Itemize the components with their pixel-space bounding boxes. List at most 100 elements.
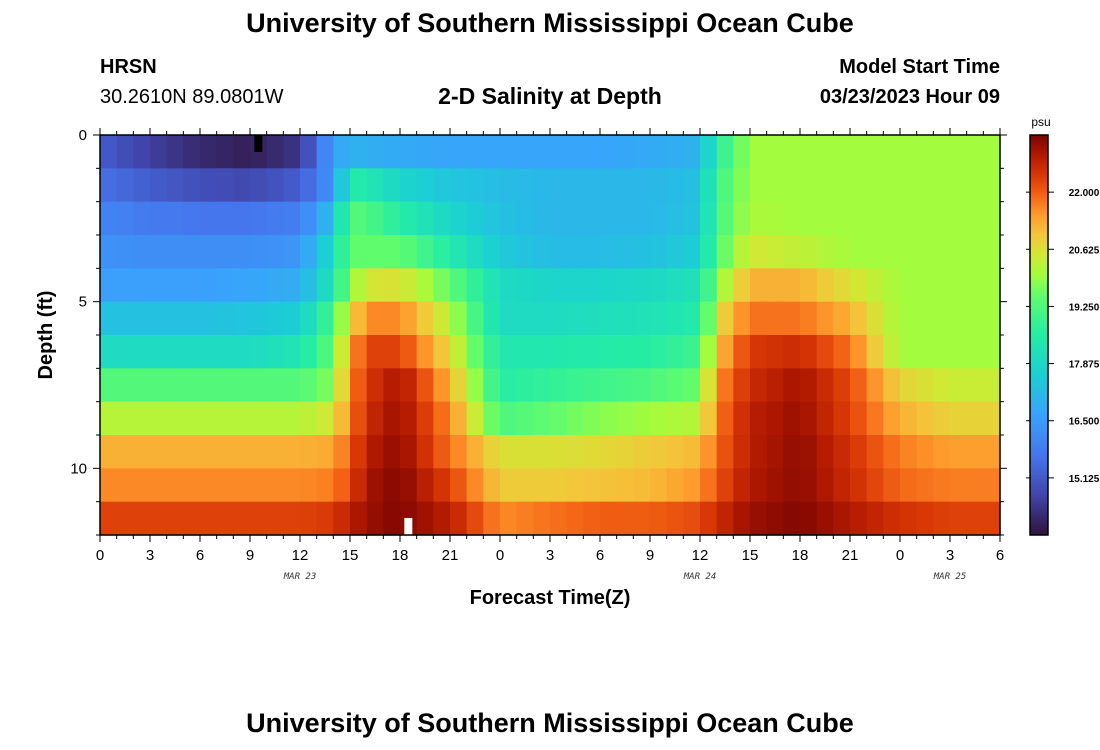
heatmap-cell <box>550 168 568 203</box>
x-tick-label: 15 <box>342 547 359 564</box>
heatmap-cell <box>783 168 801 203</box>
heatmap-cell <box>950 401 968 436</box>
heatmap-cell <box>850 435 868 469</box>
heatmap-cell <box>116 268 134 303</box>
heatmap-cell <box>550 301 568 336</box>
heatmap-cell <box>633 201 651 236</box>
heatmap-cell <box>550 235 568 269</box>
heatmap-cell <box>183 501 201 536</box>
heatmap-cell <box>150 501 168 536</box>
heatmap-cell <box>200 135 218 169</box>
heatmap-cell <box>866 235 884 269</box>
heatmap-cell <box>866 335 884 369</box>
heatmap-cell <box>650 301 668 336</box>
heatmap-cell <box>583 268 601 303</box>
heatmap-cell <box>466 268 484 303</box>
heatmap-cell <box>500 368 518 403</box>
heatmap-cell <box>650 135 668 169</box>
heatmap-cell <box>200 435 218 469</box>
heatmap-cell <box>300 468 318 503</box>
heatmap-cell <box>133 168 151 203</box>
heatmap-cell <box>366 368 384 403</box>
heatmap-cell <box>633 468 651 503</box>
heatmap-cell <box>416 501 434 536</box>
heatmap-cell <box>400 201 418 236</box>
heatmap-cell <box>416 368 434 403</box>
heatmap-cell <box>216 435 234 469</box>
heatmap-cell <box>350 201 368 236</box>
x-tick-label: 9 <box>246 547 254 564</box>
heatmap-cell <box>683 401 701 436</box>
heatmap-cell <box>150 201 168 236</box>
heatmap-cell <box>466 201 484 236</box>
heatmap-cell <box>950 201 968 236</box>
heatmap-cell <box>550 335 568 369</box>
heatmap-cell <box>500 401 518 436</box>
heatmap-cell <box>200 401 218 436</box>
heatmap-cell <box>716 201 734 236</box>
heatmap-cell <box>416 435 434 469</box>
heatmap-cell <box>666 268 684 303</box>
heatmap-cell <box>233 268 251 303</box>
heatmap-cell <box>883 501 901 536</box>
heatmap-cell <box>483 201 501 236</box>
heatmap-cell <box>400 401 418 436</box>
heatmap-cell <box>366 335 384 369</box>
heatmap-cell <box>583 301 601 336</box>
heatmap-cell <box>800 201 818 236</box>
heatmap-cell <box>383 301 401 336</box>
heatmap-cell <box>116 168 134 203</box>
heatmap-cell <box>383 268 401 303</box>
heatmap-cell <box>100 201 118 236</box>
heatmap-cell <box>316 368 334 403</box>
heatmap-cell <box>233 468 251 503</box>
heatmap-cell <box>950 435 968 469</box>
heatmap-cell <box>500 201 518 236</box>
heatmap-cell <box>733 135 751 169</box>
heatmap-cell <box>916 168 934 203</box>
heatmap-cell <box>416 335 434 369</box>
heatmap-cell <box>550 201 568 236</box>
heatmap-cell <box>216 168 234 203</box>
heatmap-cell <box>316 401 334 436</box>
heatmap-cell <box>216 235 234 269</box>
heatmap-cell <box>616 501 634 536</box>
heatmap-cell <box>983 135 1001 169</box>
heatmap-cell <box>616 168 634 203</box>
heatmap-cell <box>650 168 668 203</box>
heatmap-cell <box>883 401 901 436</box>
heatmap-cell <box>483 268 501 303</box>
heatmap-cell <box>883 335 901 369</box>
heatmap-cell <box>583 435 601 469</box>
x-tick-label: 6 <box>196 547 204 564</box>
heatmap-cell <box>166 401 184 436</box>
heatmap-cell <box>433 301 451 336</box>
heatmap-cell <box>816 201 834 236</box>
heatmap-cell <box>816 368 834 403</box>
heatmap-cell <box>450 201 468 236</box>
heatmap-cell <box>516 368 534 403</box>
heatmap-cell <box>733 501 751 536</box>
x-tick-label: 0 <box>896 547 904 564</box>
heatmap-cell <box>850 368 868 403</box>
heatmap-cell <box>633 401 651 436</box>
heatmap-cell <box>366 168 384 203</box>
heatmap-cell <box>266 501 284 536</box>
heatmap-cell <box>916 268 934 303</box>
heatmap-cell <box>983 501 1001 536</box>
heatmap-cell <box>583 368 601 403</box>
heatmap-cell <box>933 235 951 269</box>
heatmap-cell <box>283 135 301 169</box>
heatmap-cell <box>116 335 134 369</box>
heatmap-cell <box>366 268 384 303</box>
heatmap-cell <box>450 468 468 503</box>
heatmap-cell <box>950 468 968 503</box>
heatmap-cell <box>583 235 601 269</box>
heatmap-cell <box>216 501 234 536</box>
heatmap-cell <box>716 268 734 303</box>
heatmap-cell <box>250 468 268 503</box>
heatmap-cell <box>450 335 468 369</box>
heatmap-cell <box>783 335 801 369</box>
heatmap-cell <box>333 168 351 203</box>
colorbar-tick-label: 19.250 <box>1069 302 1100 313</box>
